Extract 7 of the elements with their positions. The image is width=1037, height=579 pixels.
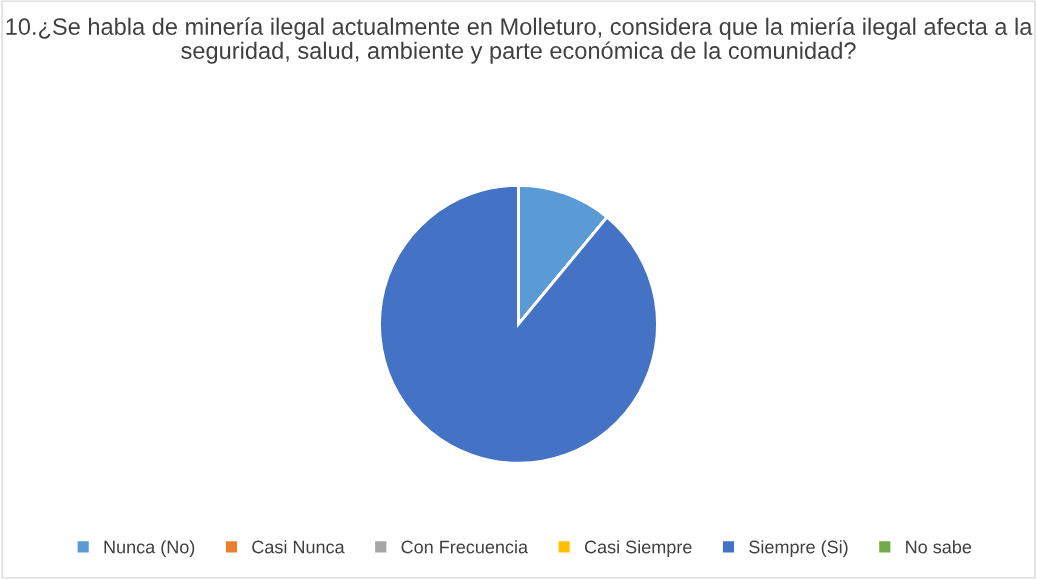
legend-label: Siempre (Si) bbox=[749, 540, 848, 557]
legend-label: Casi Siempre bbox=[584, 540, 692, 557]
chart-title: 10.¿Se habla de minería ilegal actualmente en Molleturo, considera que la miería ilegal afecta a la seguridad, salud, ambiente y parte económica de la comunidad? bbox=[6, 17, 1033, 64]
legend-label: No sabe bbox=[906, 540, 972, 554]
legend-label: Con Frecuencia bbox=[401, 540, 529, 554]
legend-label: Casi Nunca bbox=[252, 540, 345, 554]
legend-label: Nunca (No) bbox=[104, 540, 195, 557]
